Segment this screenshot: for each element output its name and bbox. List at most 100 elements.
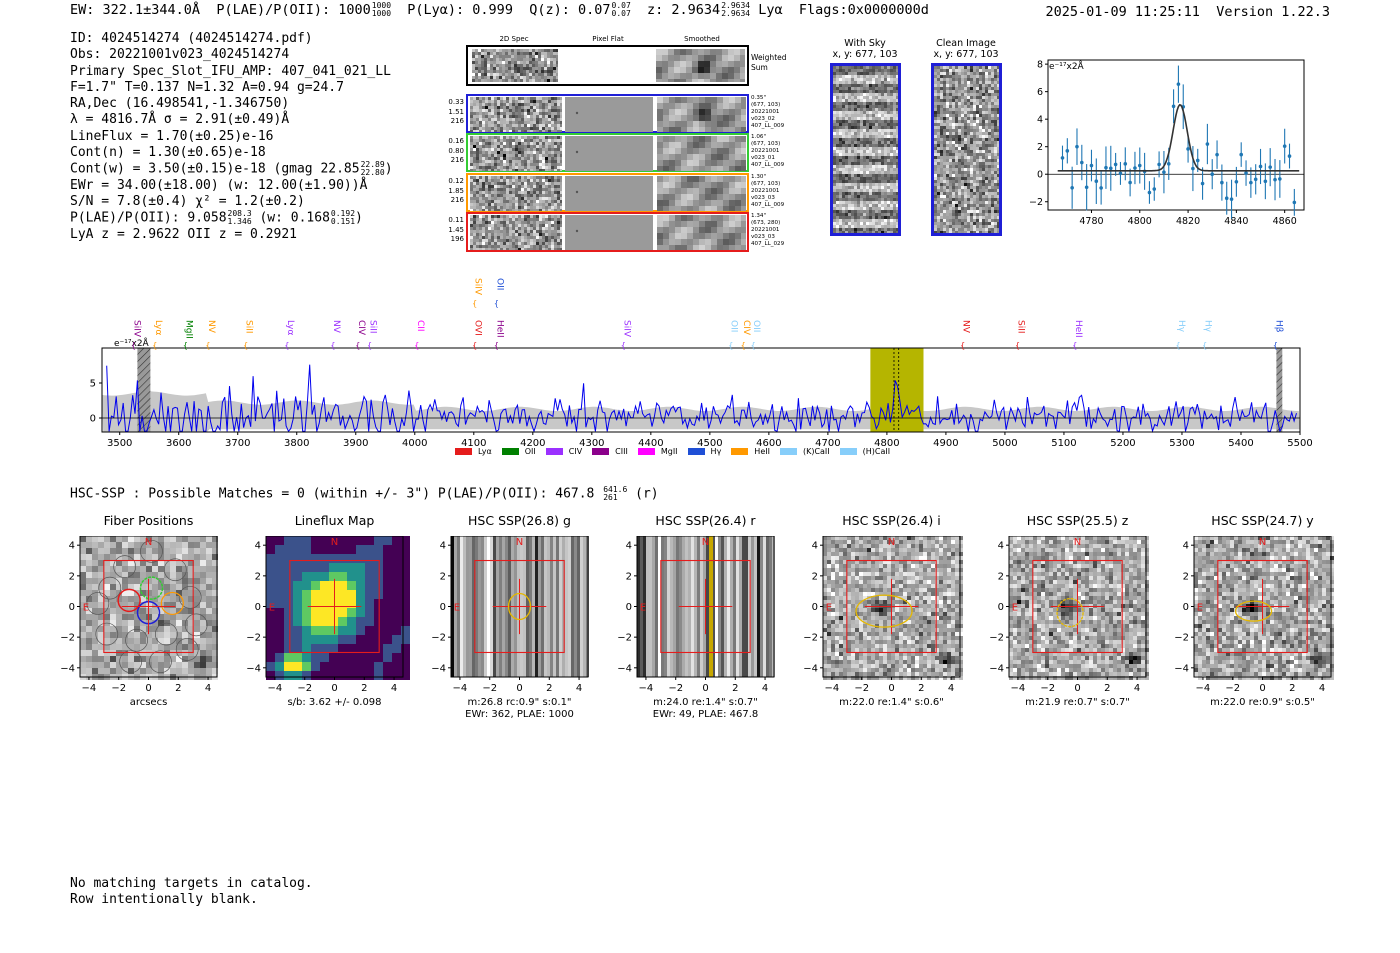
spectrum-x-tick-label: 4600 bbox=[756, 438, 781, 446]
info-lya-oii: LyA z = 2.9622 OII z = 0.2921 bbox=[70, 226, 297, 242]
legend-item: Lyα bbox=[455, 447, 492, 456]
qz-range: 0.07 0.07 bbox=[611, 1, 631, 18]
thumb-x-tick: −4 bbox=[268, 683, 283, 694]
thumb-y-tick: −2 bbox=[803, 633, 818, 644]
thumb-y-tick: 4 bbox=[998, 541, 1004, 552]
thumb-y-tick: 0 bbox=[255, 602, 261, 613]
fiber-description: 1.30" (677, 103) 20221001 v023_03 407_LL_009 bbox=[751, 174, 785, 208]
thumb-y-tick: 4 bbox=[812, 541, 818, 552]
zoom-x-tick-label: 4840 bbox=[1224, 216, 1248, 227]
noise-pixels bbox=[470, 176, 562, 211]
east-marker: E bbox=[1012, 603, 1018, 614]
weighted-sum-panel bbox=[466, 45, 749, 86]
line-label: SiII bbox=[1016, 320, 1026, 334]
thumb-x-tick: 4 bbox=[391, 683, 397, 694]
thumb-caption-line: m:22.0 re:0.9" s:0.5" bbox=[1210, 697, 1315, 708]
fiber-2d-spec bbox=[470, 176, 562, 211]
zoom-y-tick-label: 8 bbox=[1037, 60, 1043, 71]
line-bracket: { bbox=[472, 341, 477, 350]
with-sky-header: With Sky x, y: 677, 103 bbox=[832, 38, 898, 60]
weighted-smooth-image bbox=[656, 49, 745, 82]
aperture-box bbox=[660, 559, 751, 654]
thumb-y-tick: 2 bbox=[255, 571, 261, 582]
smoothed-pixels bbox=[657, 215, 746, 250]
thumb-y-tick: −2 bbox=[989, 633, 1004, 644]
info-params: F=1.7" T=0.137 N=1.32 A=0.94 g=24.7 bbox=[70, 79, 344, 95]
spectrum-x-tick-label: 5000 bbox=[992, 438, 1017, 446]
spectrum-y-tick-label: 0 bbox=[90, 414, 96, 425]
zoom-y-tick-label: 4 bbox=[1037, 115, 1043, 126]
fiber-pixel-flat bbox=[565, 215, 653, 250]
spectrum-x-tick-label: 4900 bbox=[933, 438, 958, 446]
thumb-x-tick: 0 bbox=[888, 683, 894, 694]
thumb-x-tick: 2 bbox=[546, 683, 552, 694]
info-cont-n: Cont(n) = 1.30(±0.65)e-18 bbox=[70, 145, 266, 161]
aperture-box bbox=[289, 559, 380, 654]
zoom-x-tick-label: 4860 bbox=[1273, 216, 1297, 227]
legend-item: CIV bbox=[545, 447, 582, 456]
thumb-x-tick: 2 bbox=[1289, 683, 1295, 694]
spectrum-x-tick-label: 5100 bbox=[1051, 438, 1076, 446]
thumb-x-tick: 0 bbox=[516, 683, 522, 694]
detection-info: ID: 4024514274 (4024514274.pdf) Obs: 202… bbox=[70, 31, 393, 243]
thumb-caption-line: arcsecs bbox=[129, 697, 168, 708]
thumb-x-tick: −4 bbox=[82, 683, 97, 694]
info-id: ID: 4024514274 (4024514274.pdf) bbox=[70, 31, 313, 46]
thumb-title: HSC SSP(26.4) r bbox=[655, 513, 756, 528]
thumb-x-tick: −2 bbox=[1040, 683, 1055, 694]
legend-item: HeII bbox=[731, 447, 770, 456]
thumb-image: N E 4 2 0 −2 −4 −4 −2 0 2 4 bbox=[617, 536, 775, 694]
line-bracket: { bbox=[330, 341, 335, 350]
legend-item: (K)CaII bbox=[779, 447, 830, 456]
line-bracket: { bbox=[960, 341, 965, 350]
info-sn-chi: S/N = 7.8(±0.4) χ² = 1.2(±0.2) bbox=[70, 193, 305, 209]
line-bracket: { bbox=[751, 341, 756, 350]
line-bracket: { bbox=[1072, 341, 1077, 350]
thumb-x-tick: 4 bbox=[948, 683, 954, 694]
thumb-title: HSC SSP(26.4) i bbox=[842, 513, 941, 528]
thumb-y-tick: −4 bbox=[803, 663, 818, 674]
spectrum-x-tick-label: 3700 bbox=[225, 438, 250, 446]
fiber-smoothed bbox=[657, 97, 746, 132]
info-cont-w: Cont(w) = 3.50(±0.15)e-18 (gmag 22.8522.… bbox=[70, 160, 393, 178]
thumb-x-tick: −2 bbox=[668, 683, 683, 694]
fiber-2d-spec bbox=[470, 215, 562, 250]
thumb-x-tick: −4 bbox=[1196, 683, 1211, 694]
line-label: HeII bbox=[1073, 320, 1083, 338]
thumb-image: N E 4 2 0 −2 −4 −4 −2 0 2 4 bbox=[803, 536, 963, 694]
line-label: CIV bbox=[741, 320, 751, 336]
aperture-box bbox=[1217, 559, 1308, 654]
fiber-smoothed bbox=[657, 136, 746, 171]
north-marker: N bbox=[1259, 537, 1266, 548]
legend-swatch bbox=[592, 448, 610, 455]
thumb-image: N E 4 2 0 −2 −4 −4 −2 0 2 4 bbox=[246, 536, 410, 694]
smoothed-pixels bbox=[657, 136, 746, 171]
thumb-y-tick: 2 bbox=[440, 571, 446, 582]
info-ewr: EWr = 34.00(±18.00) (w: 12.00(±1.90))Å bbox=[70, 177, 368, 193]
flags-value: Flags:0x0000000d bbox=[798, 2, 929, 18]
thumb-y-tick: −2 bbox=[246, 633, 261, 644]
aperture-box bbox=[474, 559, 565, 654]
zoom-y-tick-label: 0 bbox=[1037, 170, 1043, 181]
thumb-y-tick: 4 bbox=[1183, 541, 1189, 552]
east-marker: E bbox=[454, 603, 460, 614]
source-ellipse bbox=[507, 592, 532, 621]
fiber-row bbox=[466, 133, 749, 172]
legend-swatch bbox=[455, 448, 472, 455]
line-bracket: { bbox=[1176, 341, 1181, 350]
line-label: Lyα bbox=[153, 320, 163, 336]
thumb-x-tick: −4 bbox=[825, 683, 840, 694]
line-label: OII bbox=[729, 320, 739, 332]
fiber-pixel-flat bbox=[565, 176, 653, 211]
legend-item: MgII bbox=[637, 447, 678, 456]
spectrum-x-tick-label: 4000 bbox=[402, 438, 427, 446]
line-bracket: { bbox=[621, 341, 626, 350]
line-label: SiII bbox=[244, 320, 254, 334]
legend-item: OII bbox=[501, 447, 536, 456]
info-primary: Primary Spec_Slot_IFU_AMP: 407_041_021_L… bbox=[70, 63, 391, 79]
legend-item: Hγ bbox=[687, 447, 721, 456]
legend-swatch bbox=[545, 448, 563, 455]
thumb-x-tick: 2 bbox=[361, 683, 367, 694]
legend-swatch bbox=[779, 448, 797, 455]
thumb-caption-line: m:24.0 re:1.4" s:0.7" bbox=[653, 697, 758, 708]
